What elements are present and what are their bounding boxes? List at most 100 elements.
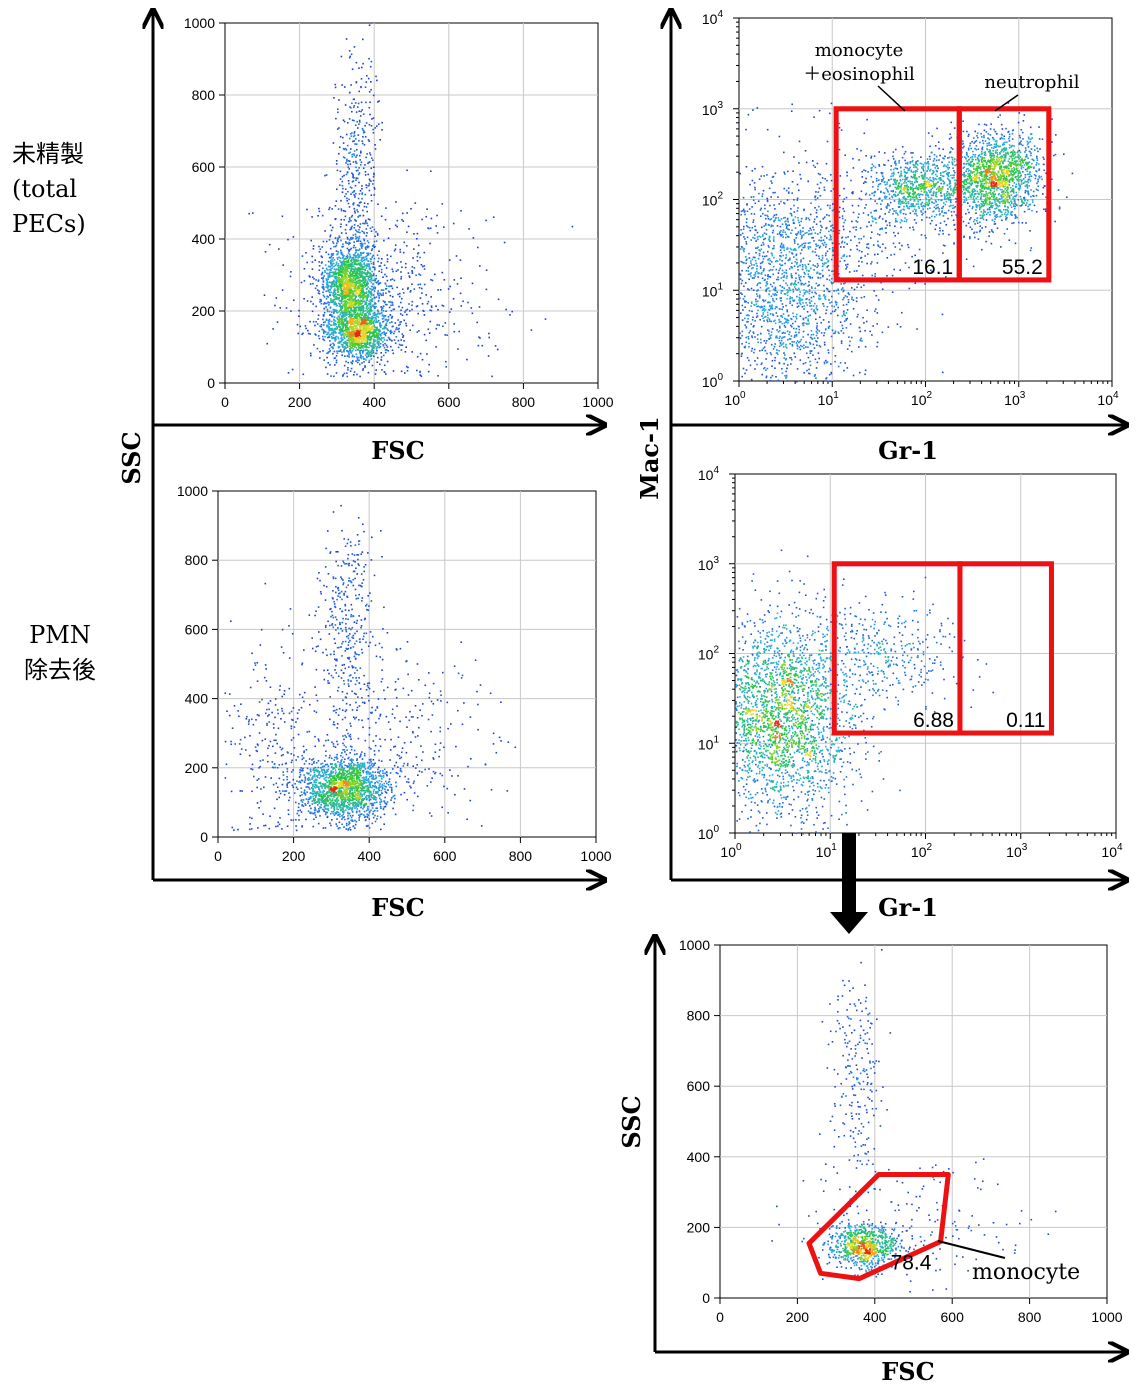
data-point [347, 366, 349, 369]
data-point [357, 231, 360, 233]
data-point [351, 354, 354, 357]
data-point [341, 180, 344, 183]
data-point [1004, 200, 1007, 203]
data-point [324, 264, 327, 266]
data-point [385, 267, 388, 269]
data-point [343, 320, 346, 322]
data-point [335, 303, 337, 305]
y-tick-label: 100 [702, 372, 724, 390]
data-point [430, 279, 432, 281]
data-point [1037, 189, 1039, 192]
data-point [357, 134, 360, 136]
data-point [356, 373, 358, 376]
data-point [335, 284, 337, 286]
data-point [365, 343, 367, 346]
data-point [340, 270, 343, 272]
data-point [1027, 180, 1029, 182]
data-point [370, 331, 373, 334]
data-point [363, 144, 366, 146]
data-point [360, 342, 362, 345]
data-point [477, 246, 479, 249]
data-point [990, 123, 992, 125]
data-point [397, 269, 399, 271]
data-point [351, 259, 353, 261]
data-point [347, 265, 349, 267]
data-point [1015, 183, 1018, 186]
data-point [352, 315, 354, 317]
data-point [303, 268, 306, 270]
data-point [369, 113, 371, 116]
data-point [359, 328, 362, 330]
data-point [342, 321, 345, 324]
data-point [330, 314, 332, 316]
data-point [354, 349, 357, 352]
data-point [312, 245, 315, 247]
data-point [355, 340, 357, 343]
data-point [353, 308, 356, 311]
data-point [348, 316, 350, 318]
data-point [366, 265, 368, 267]
data-point [1004, 211, 1007, 214]
data-point [368, 352, 371, 355]
data-point [1041, 138, 1044, 140]
data-point [369, 305, 371, 307]
data-point [365, 339, 368, 342]
data-point [353, 277, 355, 279]
data-point [380, 324, 383, 327]
data-point [343, 258, 345, 261]
data-point [345, 326, 347, 328]
data-point [374, 144, 376, 146]
data-point [339, 314, 341, 316]
data-point [992, 194, 995, 196]
data-point [364, 222, 366, 225]
data-point [339, 350, 341, 352]
data-point [356, 269, 359, 272]
data-point [347, 267, 350, 270]
data-point [338, 279, 340, 282]
data-point [443, 226, 445, 228]
data-point [352, 272, 355, 275]
data-point [348, 349, 351, 352]
data-point [994, 208, 996, 210]
data-point [1051, 141, 1053, 143]
data-point [390, 345, 392, 348]
data-point [1000, 200, 1002, 203]
data-point [423, 268, 426, 270]
data-point [1021, 179, 1023, 182]
data-point [354, 259, 356, 261]
data-point [348, 332, 351, 335]
data-point [1020, 143, 1022, 146]
data-point [1003, 149, 1006, 152]
data-point [363, 318, 366, 320]
data-point [353, 371, 356, 373]
data-point [380, 352, 382, 354]
data-point [429, 242, 431, 245]
data-point [345, 272, 348, 274]
data-point [423, 333, 426, 336]
data-point [334, 237, 337, 239]
data-point [377, 356, 379, 359]
data-point [382, 276, 384, 278]
data-point [1035, 170, 1037, 172]
data-point [360, 150, 362, 153]
data-point [413, 288, 416, 290]
data-point [1033, 204, 1036, 207]
data-point [353, 260, 356, 263]
data-point [1003, 135, 1005, 138]
data-point [374, 286, 377, 289]
data-point [348, 345, 351, 348]
data-point [420, 375, 423, 377]
data-point [337, 288, 340, 290]
data-point [365, 352, 368, 354]
data-point [344, 334, 347, 336]
data-point [1001, 213, 1003, 216]
data-point [372, 287, 375, 289]
data-point [368, 123, 371, 126]
data-point [360, 306, 362, 309]
data-point [332, 257, 334, 259]
data-point [372, 331, 374, 333]
data-point [348, 239, 351, 241]
data-point [341, 295, 343, 298]
data-point [1010, 211, 1012, 213]
data-points [248, 24, 574, 378]
